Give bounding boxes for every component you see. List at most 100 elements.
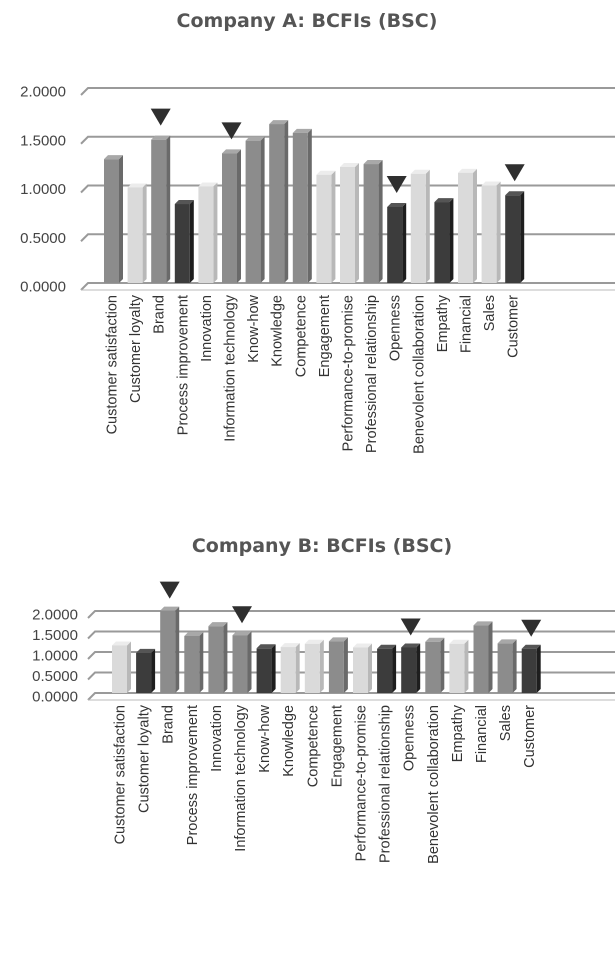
x-tick-label: Process improvement (175, 295, 191, 435)
bar-top (377, 644, 397, 649)
marker-triangle (400, 618, 421, 636)
bar-side (331, 170, 336, 283)
bar-front (401, 647, 417, 693)
bar (328, 637, 348, 693)
bar-side (449, 198, 454, 283)
bar-side (473, 168, 477, 283)
bar-front (521, 648, 537, 693)
bar-side (464, 639, 469, 693)
x-tick-label: Competence (293, 295, 309, 377)
bar (473, 621, 493, 693)
bar-front (160, 610, 176, 693)
x-tick-label: Customer (506, 295, 522, 358)
x-tick-label: Innovation (209, 705, 225, 772)
x-tick-label: Brand (161, 705, 177, 744)
bar-side (127, 641, 131, 693)
bar-top (481, 181, 501, 186)
bar-top (449, 639, 469, 644)
bar-top (521, 644, 541, 649)
bar-top (473, 621, 493, 626)
bar-top (328, 637, 348, 642)
x-tick-label: Customer satisfaction (105, 295, 121, 434)
x-tick-label: Customer (522, 705, 538, 768)
marker-triangle (232, 606, 252, 624)
bar (269, 120, 289, 283)
y-tick-label: 0.0000 (32, 689, 78, 706)
bar (481, 181, 501, 283)
bar-front (269, 124, 285, 283)
bar-top (112, 641, 131, 646)
y-tick-label: 1.0000 (20, 181, 66, 198)
bar-side (223, 622, 228, 693)
marker-triangle (504, 164, 525, 182)
bar-top (363, 160, 383, 165)
bar-front (184, 636, 200, 693)
bar-front (316, 174, 332, 283)
bar (316, 170, 336, 283)
bar-top (410, 169, 430, 174)
bar-top (208, 622, 228, 627)
x-tick-label: Benevolent collaboration (411, 295, 427, 454)
bar-side (307, 128, 312, 283)
gridline (80, 135, 615, 145)
bar-top (136, 648, 156, 653)
bar-side (440, 637, 445, 693)
x-tick-label: Information technology (233, 704, 249, 851)
bar-top (497, 639, 517, 644)
x-tick-label: Engagement (329, 705, 345, 787)
bar-top (160, 606, 180, 611)
y-tick-label: 2.0000 (32, 607, 78, 624)
bar-side (392, 644, 397, 693)
bar-side (512, 639, 517, 693)
bar-front (481, 185, 497, 283)
bar-front (410, 173, 426, 283)
bar-front (377, 648, 393, 693)
x-tick-label: Know-how (246, 294, 262, 362)
bar-front (434, 202, 450, 283)
chart-title: Company A: BCFIs (BSC) (177, 10, 438, 32)
bar-top (127, 183, 147, 188)
x-tick-label: Knowledge (281, 705, 297, 777)
marker-triangle (386, 175, 407, 193)
bar-side (368, 643, 372, 693)
x-tick-label: Financial (474, 705, 490, 763)
y-axis: 0.0000 0.5000 1.0000 1.5000 2.0000 (20, 84, 66, 296)
bar (353, 643, 372, 693)
marker-layer (159, 581, 542, 637)
bar-side (213, 182, 218, 283)
bar-top (151, 135, 171, 140)
bar-top (304, 639, 324, 644)
x-tick-label: Innovation (199, 295, 215, 362)
bar-front (505, 195, 521, 283)
bar-side (402, 202, 407, 283)
bar-front (353, 647, 368, 693)
chart-company-a: Company A: BCFIs (BSC) 0.0000 0.5000 1.000… (20, 10, 615, 454)
bar (112, 641, 131, 693)
y-tick-label: 1.5000 (20, 132, 66, 149)
bar-top (184, 632, 204, 637)
bar-front (292, 132, 308, 283)
marker-triangle (150, 108, 171, 126)
bar-front (425, 641, 441, 693)
gridline (87, 610, 615, 619)
bar (160, 606, 180, 693)
bar-top (198, 182, 218, 187)
bar (363, 160, 383, 283)
x-tick-label: Openness (402, 705, 418, 771)
bar-side (142, 183, 147, 283)
bar (340, 162, 359, 283)
bar-side (189, 200, 194, 283)
bar (198, 182, 218, 283)
bar-top (401, 643, 421, 648)
bar-front (245, 140, 261, 283)
bar-top (174, 200, 194, 205)
bar-front (473, 625, 489, 693)
x-tick-label: Empathy (435, 294, 451, 352)
bar-side (343, 637, 348, 693)
bar-front (222, 153, 237, 283)
y-tick-label: 1.0000 (32, 648, 78, 665)
chart-company-b: Company B: BCFIs (BSC) 0.0000 0.5000 1.000… (32, 535, 615, 864)
x-tick-label: Openness (388, 295, 404, 361)
x-tick-label: Professional relationship (364, 295, 380, 453)
